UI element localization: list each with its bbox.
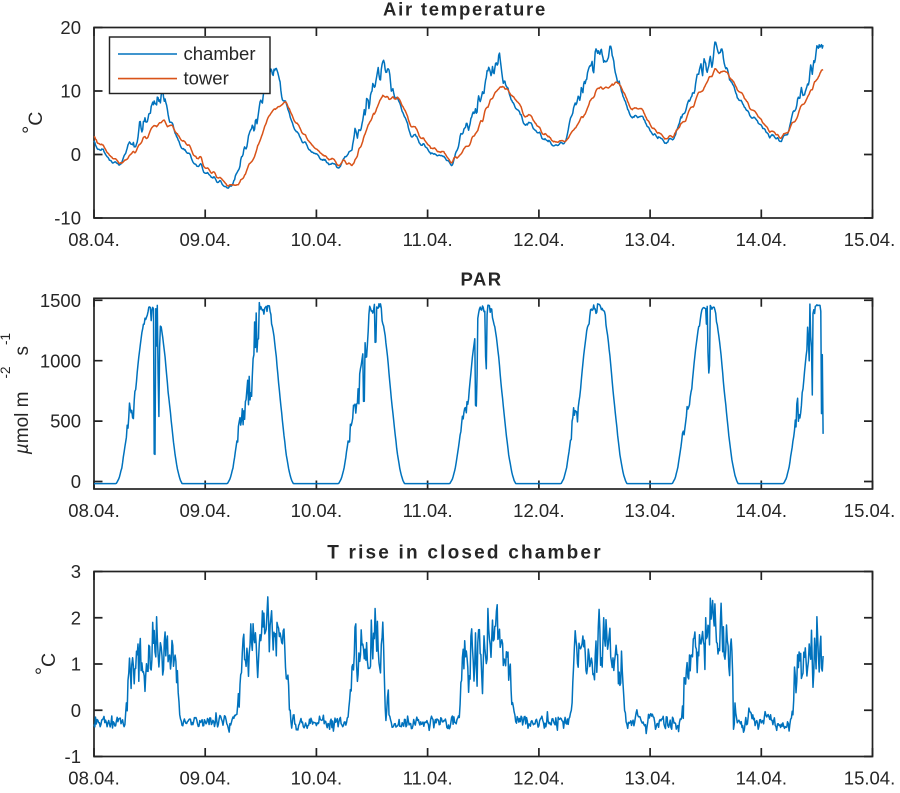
svg-text:11.04.: 11.04.	[403, 768, 453, 789]
svg-text:12.04.: 12.04.	[513, 768, 564, 789]
svg-text:09.04.: 09.04.	[179, 229, 230, 250]
svg-text:-1: -1	[65, 746, 81, 767]
svg-text:Air temperature: Air temperature	[383, 0, 547, 19]
svg-text:08.04.: 08.04.	[68, 768, 119, 789]
svg-text:0: 0	[71, 144, 81, 165]
svg-text:13.04.: 13.04.	[624, 768, 675, 789]
svg-text:0: 0	[71, 471, 81, 492]
svg-text:3: 3	[71, 561, 81, 582]
svg-text:1000: 1000	[40, 350, 81, 371]
svg-text:PAR: PAR	[460, 269, 502, 290]
svg-text:tower: tower	[184, 68, 229, 89]
svg-text:14.04.: 14.04.	[736, 229, 787, 250]
svg-text:10.04.: 10.04.	[291, 229, 342, 250]
svg-text:T rise in closed chamber: T rise in closed chamber	[327, 542, 603, 563]
svg-text:°C: °C	[32, 653, 61, 675]
svg-text:500: 500	[50, 411, 81, 432]
svg-text:10.04.: 10.04.	[291, 500, 342, 521]
svg-text:0: 0	[71, 700, 81, 721]
svg-text:12.04.: 12.04.	[513, 500, 564, 521]
svg-text:-10: -10	[54, 208, 81, 229]
svg-text:15.04.: 15.04.	[844, 768, 895, 789]
svg-text:1500: 1500	[40, 290, 81, 311]
svg-text:15.04.: 15.04.	[844, 229, 895, 250]
svg-text:13.04.: 13.04.	[624, 500, 675, 521]
svg-text:20: 20	[60, 17, 81, 38]
svg-text:chamber: chamber	[184, 43, 256, 64]
svg-text:11.04.: 11.04.	[403, 500, 453, 521]
svg-text:10: 10	[60, 81, 81, 102]
svg-text:2: 2	[71, 607, 81, 628]
svg-text:14.04.: 14.04.	[736, 768, 787, 789]
svg-text:14.04.: 14.04.	[736, 500, 787, 521]
svg-text:12.04.: 12.04.	[513, 229, 564, 250]
svg-text:10.04.: 10.04.	[291, 768, 342, 789]
svg-text:08.04.: 08.04.	[68, 500, 119, 521]
svg-text:08.04.: 08.04.	[68, 229, 119, 250]
svg-text:09.04.: 09.04.	[179, 500, 230, 521]
svg-text:15.04.: 15.04.	[844, 500, 895, 521]
svg-text:11.04.: 11.04.	[403, 229, 453, 250]
svg-text:°C: °C	[19, 112, 48, 134]
svg-text:1: 1	[71, 654, 81, 675]
svg-text:13.04.: 13.04.	[624, 229, 675, 250]
svg-text:09.04.: 09.04.	[179, 768, 230, 789]
